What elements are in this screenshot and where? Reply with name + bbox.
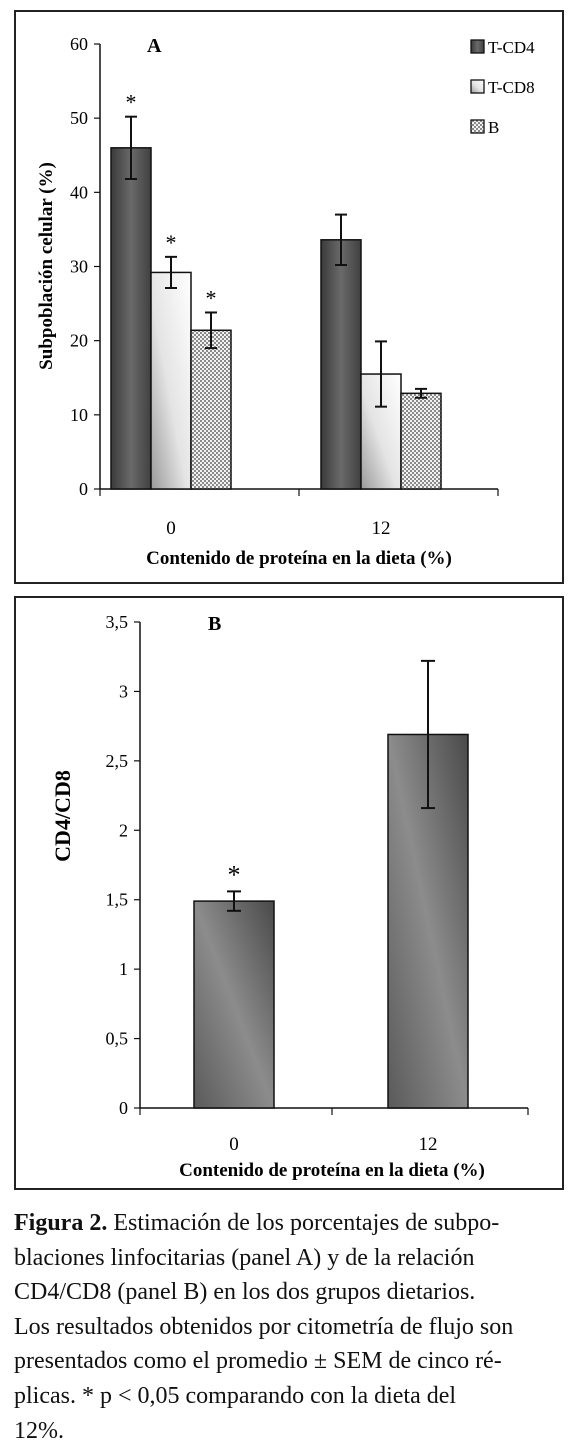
significance-marker: * — [166, 230, 177, 255]
y-tick-label: 2,5 — [106, 751, 129, 771]
caption-line-7: 12%. — [14, 1417, 64, 1444]
caption-line-3: CD4/CD8 (panel B) en los dos grupos diet… — [14, 1279, 476, 1306]
bar-b-12 — [400, 392, 442, 490]
y-tick-label: 20 — [70, 331, 88, 351]
y-tick-label: 60 — [70, 34, 88, 54]
caption-line-2: blaciones linfocitarias (panel A) y de l… — [14, 1244, 475, 1271]
y-tick-label: 50 — [70, 108, 88, 128]
figure-caption: Figura 2. Estimación de los porcentajes … — [14, 1206, 570, 1448]
panel-label: A — [147, 35, 162, 57]
y-tick-label: 1,5 — [106, 890, 129, 910]
chart-panel-a: 0 10 20 30 40 50 60 * * * 0 12 Contenido de proteína… — [14, 10, 564, 584]
legend-swatch — [470, 119, 485, 134]
bar-t-cd4-12 — [320, 239, 362, 490]
legend-label: B — [488, 118, 499, 137]
bar-t-cd4-0 — [110, 147, 152, 490]
y-tick-label: 0 — [119, 1098, 128, 1118]
caption-line-5: presentados como el promedio ± SEM de ci… — [14, 1348, 502, 1375]
caption-line-1: Figura 2. Estimación de los porcentajes … — [14, 1206, 570, 1241]
caption-text-1: Estimación de los porcentajes de subpo- — [107, 1210, 500, 1236]
legend-swatch — [470, 39, 485, 54]
caption-label: Figura 2. — [14, 1210, 108, 1236]
y-tick-label: 0,5 — [106, 1029, 129, 1049]
bar-t-cd8-0 — [150, 271, 192, 490]
bar-ratio-0 — [193, 900, 275, 1109]
legend-swatch — [470, 79, 485, 94]
y-tick-label: 10 — [70, 405, 88, 425]
chart-a-svg: 0 10 20 30 40 50 60 * * * 0 12 Contenido de proteína… — [36, 34, 535, 569]
y-tick-label: 30 — [70, 257, 88, 277]
y-tick-label: 40 — [70, 182, 88, 202]
caption-line-6: plicas. * p < 0,05 comparando con la die… — [14, 1382, 457, 1409]
x-tick-label: 12 — [372, 518, 391, 539]
chart-b-svg: 0 0,5 1 1,5 2 2,5 3 3,5 * 0 12 Contenido de proteín… — [50, 612, 529, 1181]
y-axis-label: CD4/CD8 — [50, 770, 75, 862]
x-tick-label: 0 — [229, 1134, 239, 1155]
y-tick-label: 1 — [119, 959, 128, 979]
significance-marker: * — [228, 860, 241, 889]
x-axis-label: Contenido de proteína en la dieta (%) — [179, 1160, 485, 1181]
panel-label: B — [208, 613, 221, 635]
caption-line-4: Los resultados obtenidos por citometría … — [14, 1313, 514, 1340]
y-tick-label: 3 — [119, 681, 128, 701]
bar-b-0 — [190, 329, 232, 490]
legend-label: T-CD4 — [488, 38, 535, 57]
significance-marker: * — [206, 285, 217, 310]
x-tick-label: 12 — [419, 1134, 438, 1155]
y-tick-label: 0 — [79, 479, 88, 499]
y-tick-label: 3,5 — [106, 612, 129, 632]
x-tick-label: 0 — [166, 518, 176, 539]
x-axis-label: Contenido de proteína en la dieta (%) — [146, 548, 452, 569]
chart-panel-b: 0 0,5 1 1,5 2 2,5 3 3,5 * 0 12 Contenido de proteín… — [14, 596, 564, 1190]
significance-marker: * — [126, 90, 137, 115]
legend-label: T-CD8 — [488, 78, 535, 97]
y-axis-label: Subpoblación celular (%) — [36, 162, 57, 370]
y-tick-label: 2 — [119, 820, 128, 840]
